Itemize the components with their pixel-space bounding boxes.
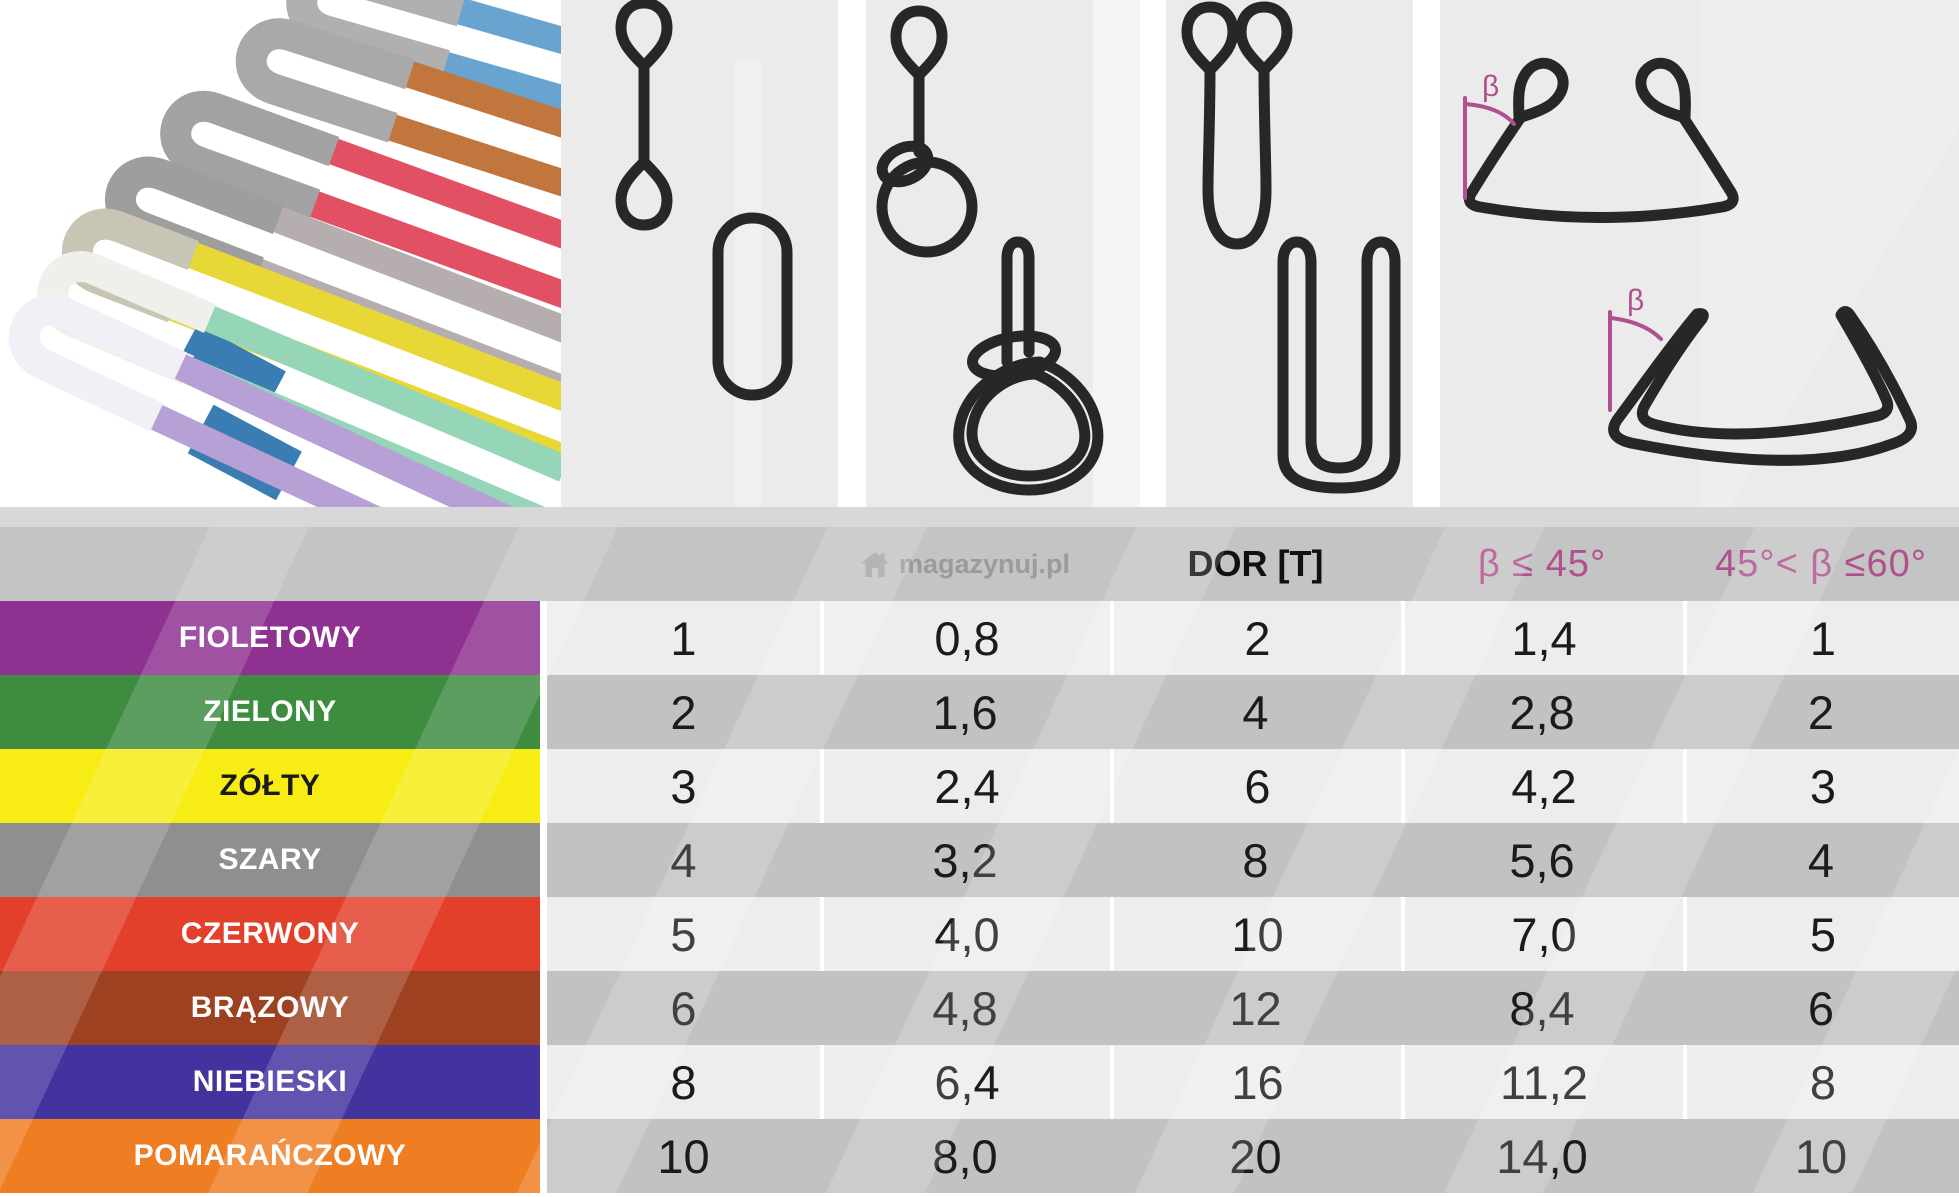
table-row-fioletowy: FIOLETOWY 1 0,8 2 1,4 1 — [0, 601, 1959, 675]
cell-basket: 16 — [1110, 1045, 1401, 1119]
cell-basket-45: 8,4 — [1509, 981, 1575, 1035]
cell-basket: 6 — [1110, 749, 1401, 823]
cell-basket: 4 — [1242, 685, 1269, 739]
header-dor: DOR [T] — [1187, 543, 1324, 584]
table-header-row: magazynuj.pl DOR [T] β ≤ 45° 45°< β ≤60° — [0, 527, 1959, 601]
choke-eye-sling-icon — [876, 5, 978, 258]
header-empty-label — [0, 527, 540, 601]
cell-choke: 4,0 — [820, 897, 1110, 971]
house-icon — [860, 551, 889, 577]
cell-vertical: 3 — [540, 749, 820, 823]
cell-basket-60: 5 — [1683, 897, 1959, 971]
cell-choke: 3,2 — [932, 833, 998, 887]
top-graphics: β β — [0, 0, 1959, 507]
row-label: ZÓŁTY — [0, 749, 540, 823]
sling-red — [160, 91, 561, 349]
row-label: CZERWONY — [0, 897, 540, 971]
cell-vertical: 6 — [540, 971, 820, 1045]
table-row-brazowy: BRĄZOWY 6 4,8 12 8,4 6 — [0, 971, 1959, 1045]
header-empty-vertical — [540, 527, 820, 601]
cell-basket-45: 2,8 — [1509, 685, 1575, 739]
choke-endless-sling-icon — [953, 236, 1104, 496]
row-label: NIEBIESKI — [0, 1045, 540, 1119]
cell-choke: 0,8 — [820, 601, 1110, 675]
row-label: POMARAŃCZOWY — [0, 1119, 540, 1193]
beta-label-45: β — [1482, 70, 1499, 103]
beta-angle-marks — [1463, 96, 1663, 412]
vertical-eye-sling-icon — [615, 0, 673, 231]
cell-basket-45: 11,2 — [1401, 1045, 1683, 1119]
cell-basket-60: 6 — [1807, 981, 1835, 1035]
cell-basket-45: 14,0 — [1496, 1129, 1588, 1183]
row-label: BRĄZOWY — [0, 971, 540, 1045]
cell-basket-60: 8 — [1683, 1045, 1959, 1119]
cell-basket: 10 — [1110, 897, 1401, 971]
top-section: β β — [0, 0, 1959, 507]
cell-basket-60: 1 — [1683, 601, 1959, 675]
cell-choke: 1,6 — [932, 685, 998, 739]
beta-label-60: β — [1627, 284, 1644, 317]
cell-basket: 20 — [1229, 1129, 1282, 1183]
magazynuj-logo-text: magazynuj.pl — [898, 548, 1071, 579]
cell-choke: 4,8 — [932, 981, 998, 1035]
cell-basket: 12 — [1229, 981, 1282, 1035]
table-row-pomaranczowy: POMARAŃCZOWY 10 8,0 20 14,0 10 — [0, 1119, 1959, 1193]
header-beta-60: 45°< β ≤60° — [1715, 542, 1927, 585]
wll-table: magazynuj.pl DOR [T] β ≤ 45° 45°< β ≤60°… — [0, 527, 1959, 1193]
table-row-zolty: ZÓŁTY 3 2,4 6 4,2 3 — [0, 749, 1959, 823]
cell-basket: 2 — [1110, 601, 1401, 675]
cell-choke: 2,4 — [820, 749, 1110, 823]
sling-lavender — [8, 294, 536, 507]
table-row-niebieski: NIEBIESKI 8 6,4 16 11,2 8 — [0, 1045, 1959, 1119]
cell-basket-45: 5,6 — [1509, 833, 1575, 887]
cell-basket-60: 10 — [1794, 1129, 1848, 1183]
header-beta-45: β ≤ 45° — [1477, 542, 1607, 585]
cell-choke: 8,0 — [932, 1129, 998, 1183]
vertical-endless-sling-icon — [712, 212, 793, 401]
basket-eye-sling-icon — [1181, 1, 1293, 250]
cell-basket-45: 4,2 — [1401, 749, 1683, 823]
cell-vertical: 4 — [540, 823, 820, 897]
magazynuj-logo: magazynuj.pl — [820, 527, 1110, 601]
cell-vertical: 5 — [540, 897, 820, 971]
cell-choke: 6,4 — [820, 1045, 1110, 1119]
cell-basket-60: 2 — [1807, 685, 1835, 739]
table-row-czerwony: CZERWONY 5 4,0 10 7,0 5 — [0, 897, 1959, 971]
divider-band — [0, 507, 1959, 527]
table-row-szary: SZARY 4 3,2 8 5,6 4 — [0, 823, 1959, 897]
row-label: SZARY — [0, 823, 540, 897]
cell-basket-60: 3 — [1683, 749, 1959, 823]
cell-basket-45: 7,0 — [1401, 897, 1683, 971]
sling-orange — [235, 18, 561, 260]
sling-blue — [286, 0, 561, 185]
row-label: ZIELONY — [0, 675, 540, 749]
table-row-zielony: ZIELONY 2 1,6 4 2,8 2 — [0, 675, 1959, 749]
sling-photo — [0, 0, 561, 507]
basket-endless-sling-icon — [1277, 236, 1401, 494]
row-label: FIOLETOWY — [0, 601, 540, 675]
cell-vertical: 10 — [540, 1119, 820, 1193]
cell-basket: 8 — [1242, 833, 1269, 887]
cell-vertical: 2 — [540, 675, 820, 749]
angled-basket-endless-sling-icon — [1608, 306, 1917, 466]
cell-vertical: 8 — [540, 1045, 820, 1119]
cell-basket-45: 1,4 — [1401, 601, 1683, 675]
cell-basket-60: 4 — [1807, 833, 1835, 887]
angled-basket-eye-sling-icon — [1463, 57, 1739, 223]
cell-vertical: 1 — [540, 601, 820, 675]
